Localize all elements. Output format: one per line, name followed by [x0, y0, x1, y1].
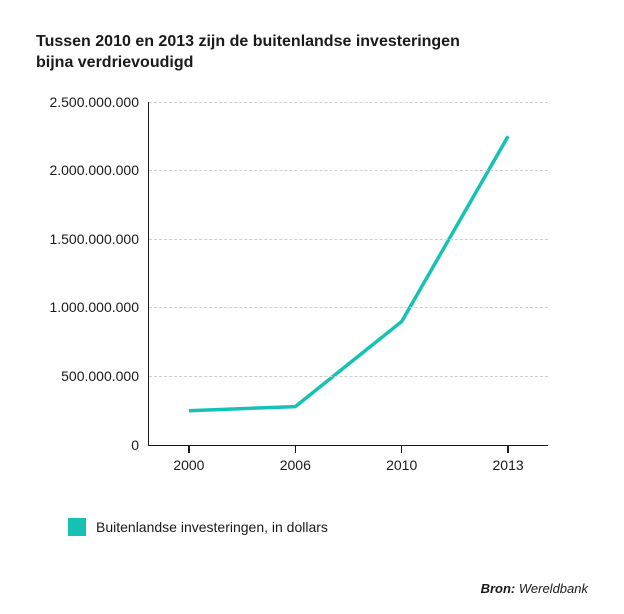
x-tick — [188, 445, 190, 453]
source-attribution: Bron: Wereldbank — [481, 581, 588, 596]
y-tick-label: 500.000.000 — [61, 368, 139, 384]
x-tick-label: 2013 — [493, 457, 524, 473]
plot-area: 0500.000.0001.000.000.0001.500.000.0002.… — [148, 102, 548, 446]
gridline — [149, 376, 548, 377]
gridline — [149, 239, 548, 240]
source-text: Wereldbank — [519, 581, 588, 596]
data-line — [189, 136, 508, 410]
x-tick-label: 2006 — [280, 457, 311, 473]
line-series — [149, 102, 548, 445]
y-tick-label: 1.000.000.000 — [49, 299, 139, 315]
y-tick-label: 1.500.000.000 — [49, 231, 139, 247]
y-tick-label: 0 — [131, 437, 139, 453]
gridline — [149, 102, 548, 103]
gridline — [149, 170, 548, 171]
x-tick-label: 2000 — [173, 457, 204, 473]
legend: Buitenlandse investeringen, in dollars — [68, 518, 588, 536]
legend-swatch — [68, 518, 86, 536]
x-tick — [401, 445, 403, 453]
chart-area: 0500.000.0001.000.000.0001.500.000.0002.… — [104, 102, 548, 482]
source-prefix: Bron: — [481, 581, 519, 596]
gridline — [149, 307, 548, 308]
x-tick — [507, 445, 509, 453]
y-tick-label: 2.000.000.000 — [49, 162, 139, 178]
chart-title: Tussen 2010 en 2013 zijn de buitenlandse… — [36, 32, 496, 74]
chart-container: Tussen 2010 en 2013 zijn de buitenlandse… — [0, 0, 624, 614]
x-tick — [295, 445, 297, 453]
x-tick-label: 2010 — [386, 457, 417, 473]
legend-label: Buitenlandse investeringen, in dollars — [96, 519, 328, 535]
y-tick-label: 2.500.000.000 — [49, 94, 139, 110]
